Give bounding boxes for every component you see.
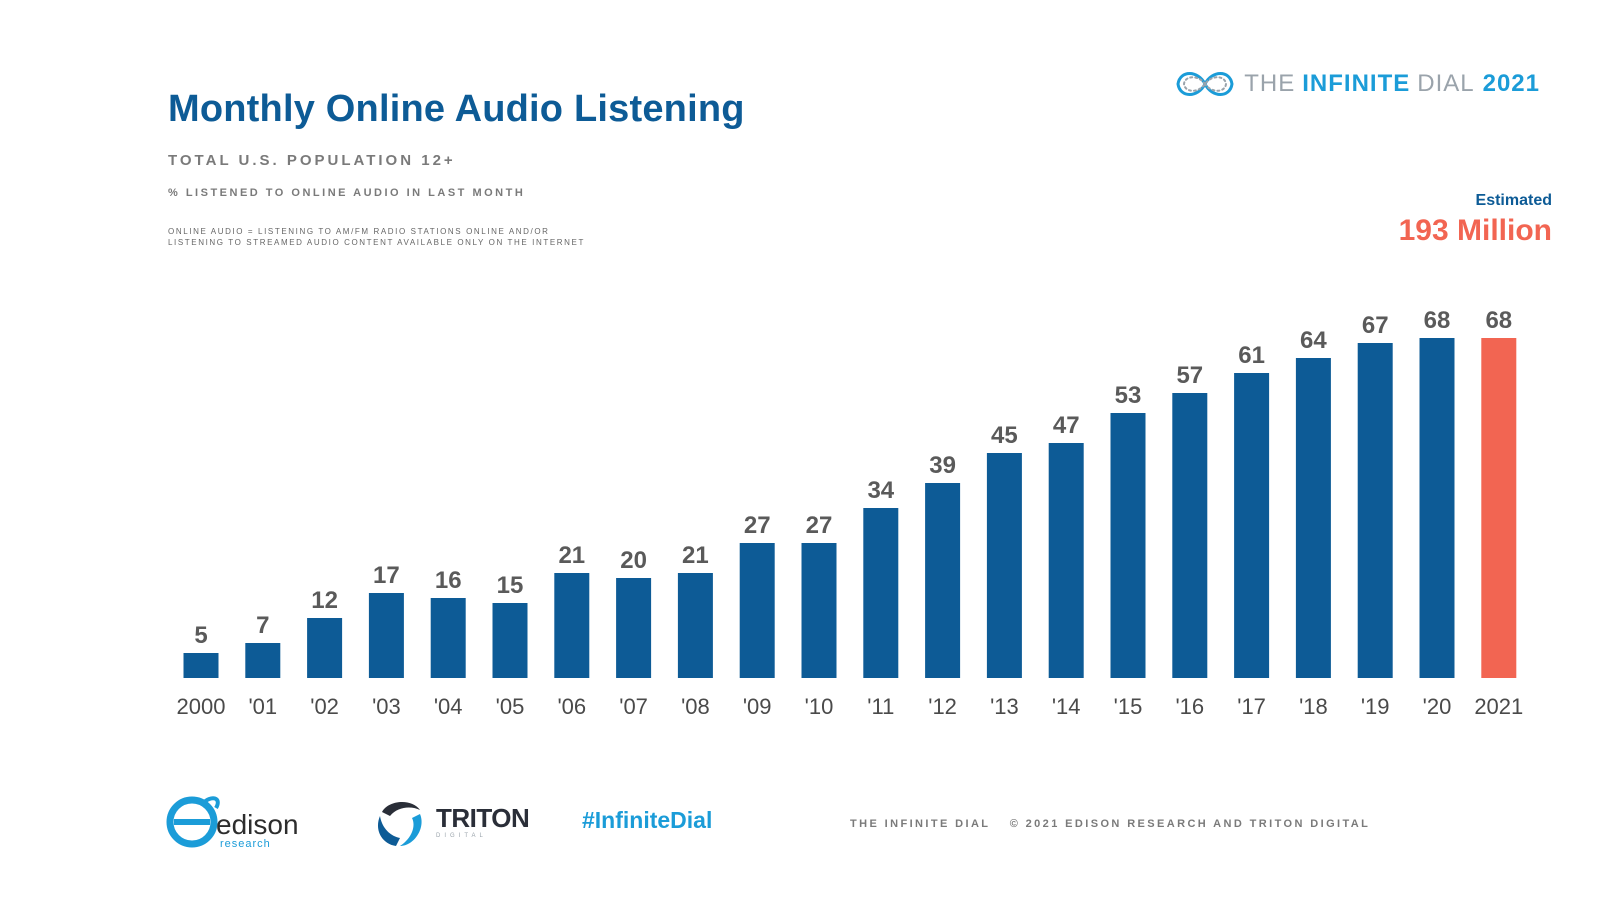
bar-21 [1481,338,1517,678]
edison-research-logo: edison research [166,790,299,850]
bar-17 [1234,373,1270,678]
x-tick-label-9: '09 [743,694,772,719]
bar-0 [183,653,219,678]
definition-line-2: LISTENING TO STREAMED AUDIO CONTENT AVAI… [168,238,585,247]
footer-credit: THE INFINITE DIAL © 2021 EDISON RESEARCH… [850,818,1370,830]
bar-value-label-2: 12 [311,587,338,614]
x-tick-label-13: '13 [990,694,1019,719]
triton-name: TRITON [436,803,530,833]
bar-7 [616,578,652,678]
estimate-label: Estimated [1475,192,1552,209]
x-tick-label-17: '17 [1237,694,1266,719]
bar-15 [1110,413,1146,678]
bar-value-label-12: 39 [929,452,956,479]
x-tick-label-11: '11 [867,694,894,719]
footer-credit-left: THE INFINITE DIAL [850,818,991,830]
x-tick-label-19: '19 [1361,694,1390,719]
bar-8 [677,573,713,678]
bar-13 [986,453,1022,678]
x-tick-label-10: '10 [805,694,834,719]
bar-value-label-11: 34 [867,477,894,504]
bar-3 [368,593,404,678]
bar-value-label-3: 17 [373,562,400,589]
bar-5 [492,603,528,678]
x-tick-label-5: '05 [496,694,525,719]
bar-value-label-8: 21 [682,542,709,569]
x-tick-label-2: '02 [310,694,339,719]
bar-20 [1419,338,1455,678]
bar-value-label-0: 5 [194,622,207,649]
bar-value-label-13: 45 [991,422,1018,449]
x-tick-label-12: '12 [928,694,957,719]
edison-name: edison [216,809,299,840]
edison-sub: research [220,838,271,850]
bar-value-label-7: 20 [620,547,647,574]
x-tick-label-16: '16 [1175,694,1204,719]
x-tick-label-20: '20 [1423,694,1452,719]
x-tick-label-18: '18 [1299,694,1328,719]
x-tick-label-6: '06 [557,694,586,719]
footer-credit-right: © 2021 EDISON RESEARCH AND TRITON DIGITA… [1009,818,1371,830]
bar-value-label-17: 61 [1238,342,1265,369]
brand-the: THE [1244,70,1296,97]
infinity-wave-icon [1176,72,1234,96]
infinite-dial-brand: THE INFINITE DIAL 2021 [1172,64,1540,104]
brand-infinite: INFINITE [1302,70,1411,97]
bar-value-label-20: 68 [1424,307,1451,334]
bar-value-label-14: 47 [1053,412,1080,439]
definition-line-1: ONLINE AUDIO = LISTENING TO AM/FM RADIO … [168,227,550,236]
bar-value-label-6: 21 [558,542,585,569]
bar-value-label-9: 27 [744,512,771,539]
bar-value-label-1: 7 [256,612,269,639]
bar-value-label-21: 68 [1485,307,1512,334]
bar-1 [245,643,281,678]
bar-18 [1295,358,1331,678]
bar-value-label-18: 64 [1300,327,1327,354]
triton-sub: DIGITAL [436,833,487,839]
hashtag: #InfiniteDial [582,807,713,833]
bar-4 [430,598,466,678]
estimate-callout: Estimated 193 Million [1399,192,1552,248]
bar-14 [1048,443,1084,678]
page-title: Monthly Online Audio Listening [168,88,745,130]
bar-value-label-4: 16 [435,567,462,594]
triton-swirl-icon [377,801,422,846]
x-tick-label-0: 2000 [177,694,226,719]
population-subtitle: TOTAL U.S. POPULATION 12+ [168,152,456,169]
x-tick-label-3: '03 [372,694,401,719]
bar-11 [863,508,899,678]
x-tick-label-8: '08 [681,694,710,719]
bar-6 [554,573,590,678]
brand-year: 2021 [1482,70,1540,97]
bar-2 [307,618,343,678]
bar-16 [1172,393,1208,678]
x-tick-label-7: '07 [619,694,648,719]
bar-12 [925,483,961,678]
edison-e-icon [166,796,220,848]
brand-dial: DIAL [1417,70,1475,97]
bar-19 [1357,343,1393,678]
bar-value-label-19: 67 [1362,312,1389,339]
x-tick-label-21: 2021 [1474,694,1523,719]
bar-9 [739,543,775,678]
x-tick-label-1: '01 [248,694,277,719]
online-audio-definition: ONLINE AUDIO = LISTENING TO AM/FM RADIO … [168,226,688,248]
bar-value-label-16: 57 [1176,362,1203,389]
bar-value-label-15: 53 [1115,382,1142,409]
x-tick-label-4: '04 [434,694,463,719]
x-tick-label-15: '15 [1114,694,1143,719]
bar-value-label-10: 27 [806,512,833,539]
estimate-value: 193 Million [1398,214,1552,247]
x-tick-label-14: '14 [1052,694,1081,719]
metric-description: % LISTENED TO ONLINE AUDIO IN LAST MONTH [168,187,526,199]
triton-digital-logo: TRITON DIGITAL [372,794,530,850]
bar-value-label-5: 15 [497,572,524,599]
bar-10 [801,543,837,678]
